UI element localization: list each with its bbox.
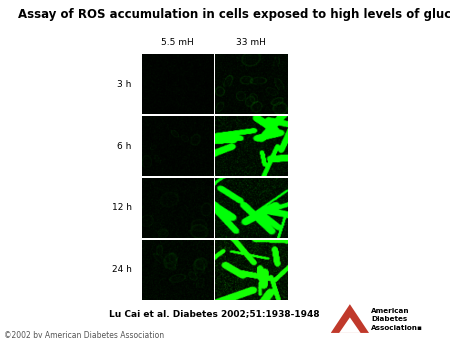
Text: Diabetes: Diabetes bbox=[371, 316, 408, 322]
Text: 24 h: 24 h bbox=[112, 265, 132, 274]
Polygon shape bbox=[331, 304, 369, 333]
Text: 3 h: 3 h bbox=[117, 80, 132, 89]
Text: American: American bbox=[371, 308, 410, 314]
Text: 33 mH: 33 mH bbox=[236, 38, 266, 47]
Text: Association▪: Association▪ bbox=[371, 325, 423, 331]
Polygon shape bbox=[339, 317, 360, 333]
Text: Assay of ROS accumulation in cells exposed to high levels of glucose.: Assay of ROS accumulation in cells expos… bbox=[18, 8, 450, 21]
Text: 5.5 mH: 5.5 mH bbox=[162, 38, 194, 47]
Text: Lu Cai et al. Diabetes 2002;51:1938-1948: Lu Cai et al. Diabetes 2002;51:1938-1948 bbox=[109, 309, 320, 318]
Text: 6 h: 6 h bbox=[117, 142, 132, 150]
Text: ©2002 by American Diabetes Association: ©2002 by American Diabetes Association bbox=[4, 331, 165, 338]
Text: 12 h: 12 h bbox=[112, 203, 132, 212]
